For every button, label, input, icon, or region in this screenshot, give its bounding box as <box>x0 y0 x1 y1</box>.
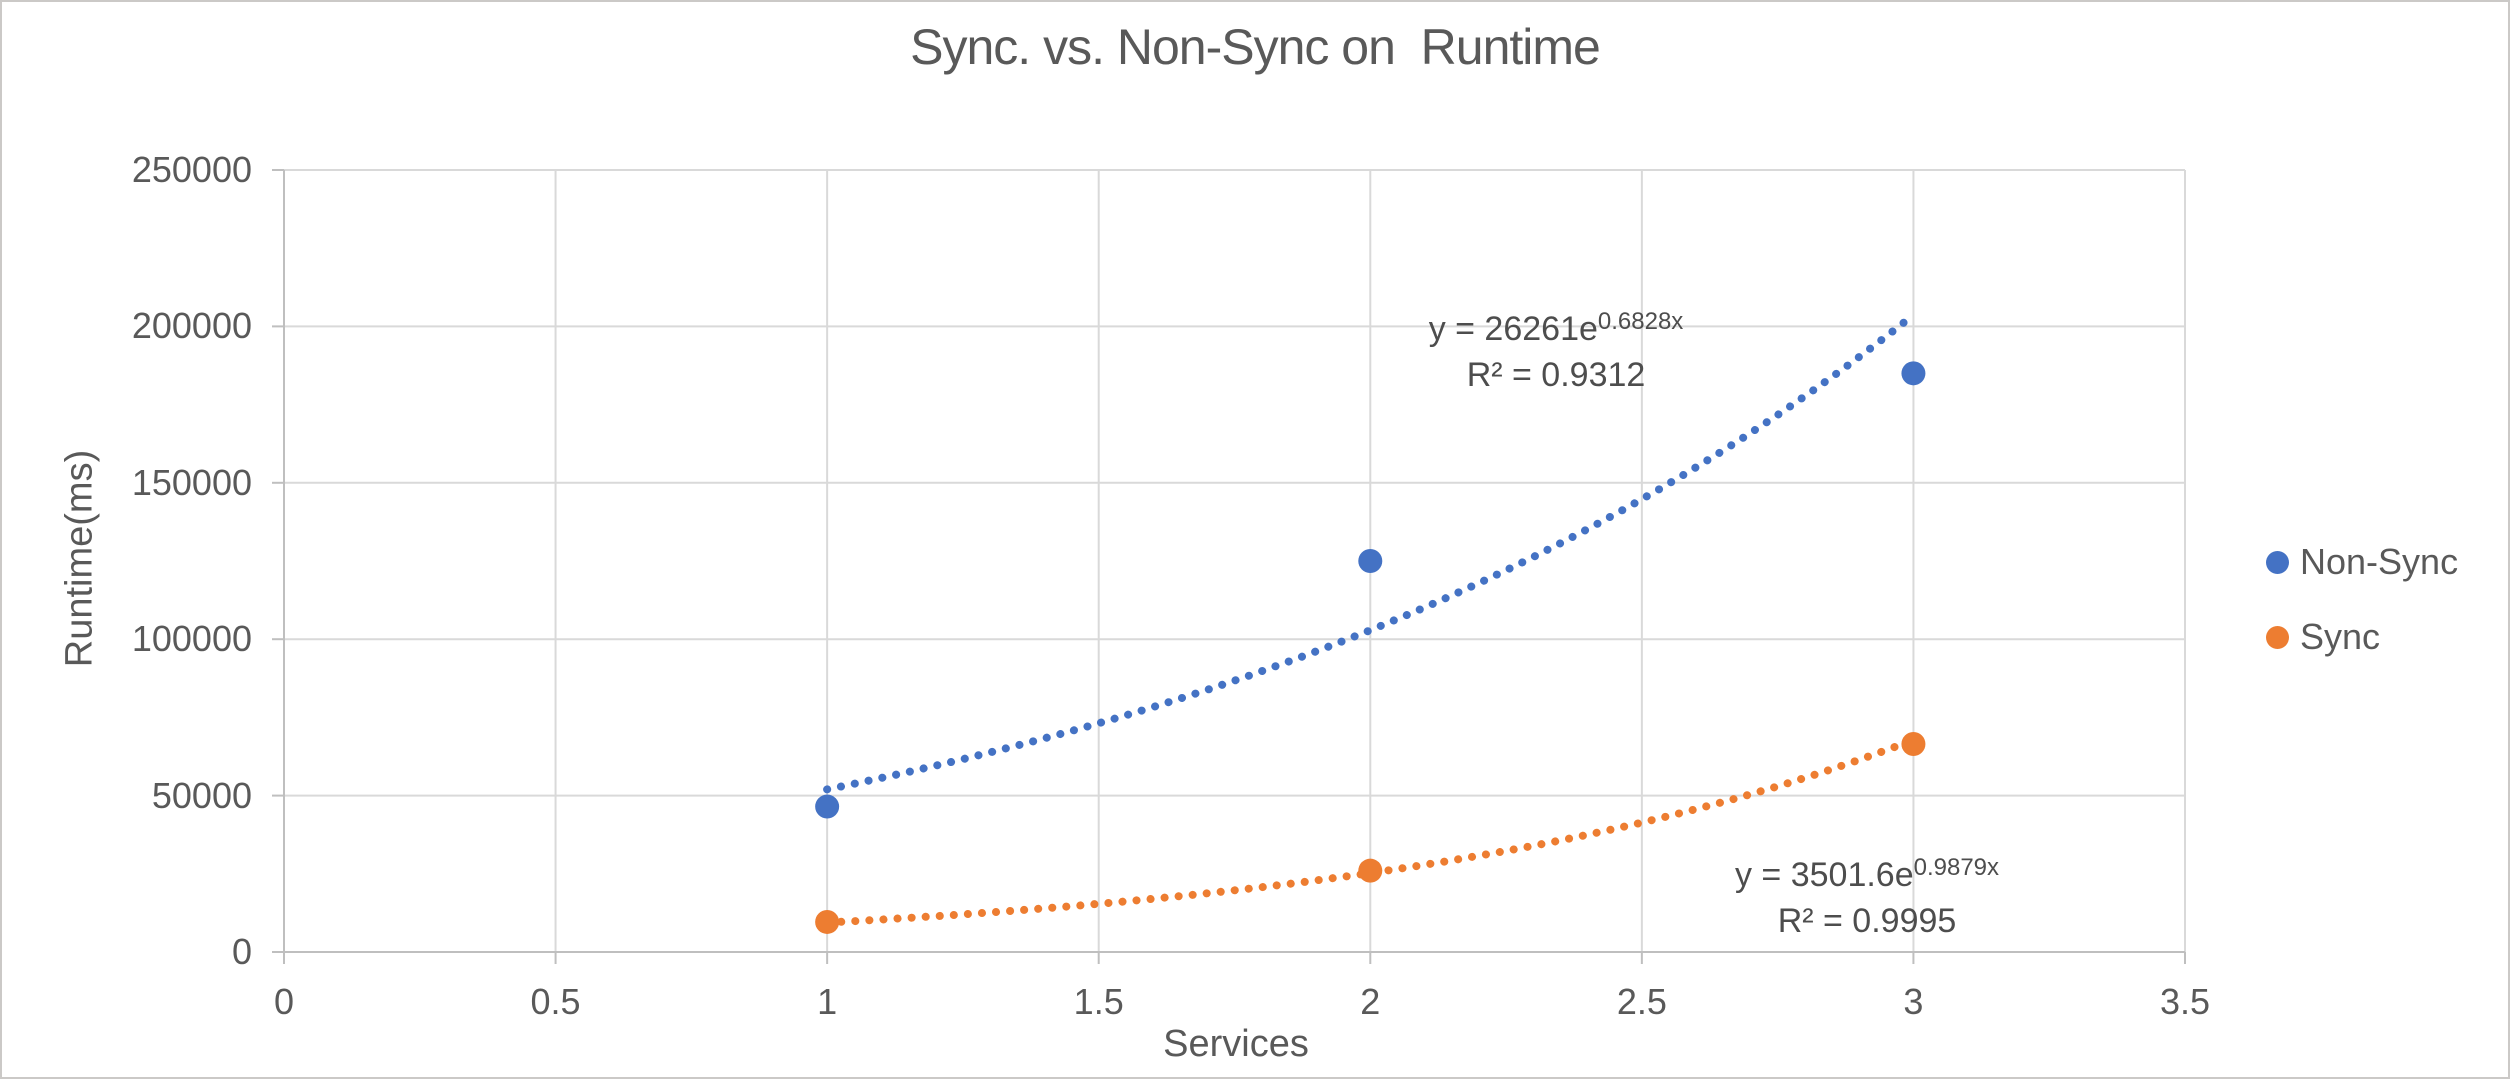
trendline-r-squared-non-sync: R² = 0.9312 <box>1466 356 1646 394</box>
trendline-exponent-sync: 0.9879x <box>1913 854 2000 881</box>
data-point-non-sync <box>1358 549 1383 573</box>
chart-title: Sync. vs. Non-Sync on Runtime <box>910 19 1601 75</box>
x-tick-label: 2 <box>1360 981 1381 1022</box>
y-tick-label: 250000 <box>131 149 252 190</box>
x-tick-label: 0.5 <box>530 981 581 1022</box>
y-tick-label: 0 <box>231 931 252 972</box>
x-tick-label: 2.5 <box>1616 981 1667 1022</box>
y-axis-title: Runtime(ms) <box>58 449 101 668</box>
legend-marker-non-sync <box>2266 550 2289 574</box>
legend-label-non-sync: Non-Sync <box>2300 541 2459 582</box>
y-tick-label: 50000 <box>151 774 252 816</box>
y-tick-label: 150000 <box>131 461 252 503</box>
y-tick-label: 100000 <box>131 618 252 660</box>
trendline-equation-non-sync-formula: y = 26261e0.6828x <box>1428 308 1684 349</box>
x-tick-label: 1 <box>817 981 838 1022</box>
y-tick-label: 200000 <box>131 305 252 347</box>
x-tick-label: 3.5 <box>2159 981 2211 1022</box>
trendline-equation-non-sync: y = 26261e0.6828x R² = 0.9312 <box>1296 306 1816 398</box>
legend-item-sync: Sync <box>2266 616 2380 657</box>
x-tick-label: 3 <box>1903 981 1924 1022</box>
data-point-sync <box>815 909 840 934</box>
x-tick-label: 1.5 <box>1073 981 1124 1022</box>
data-point-non-sync <box>815 794 840 819</box>
legend-item-non-sync: Non-Sync <box>2266 541 2458 582</box>
trendline-exponent-non-sync: 0.6828x <box>1597 308 1684 335</box>
trendline-equation-sync-formula: y = 3501.6e0.9879x <box>1734 854 2000 895</box>
data-point-non-sync <box>1901 361 1926 386</box>
trendline-sync <box>823 735 1918 927</box>
trendline-non-sync <box>823 310 1918 794</box>
x-axis-title: Services <box>1163 1023 1309 1065</box>
data-point-sync <box>1901 731 1926 756</box>
trendline-equation-sync: y = 3501.6e0.9879x R² = 0.9995 <box>1607 852 2127 944</box>
trendline-r-squared-sync: R² = 0.9995 <box>1777 902 1957 940</box>
legend-marker-sync <box>2266 625 2289 649</box>
data-point-sync <box>1358 858 1383 883</box>
x-tick-label: 0 <box>273 981 295 1022</box>
legend-label-sync: Sync <box>2300 616 2381 657</box>
